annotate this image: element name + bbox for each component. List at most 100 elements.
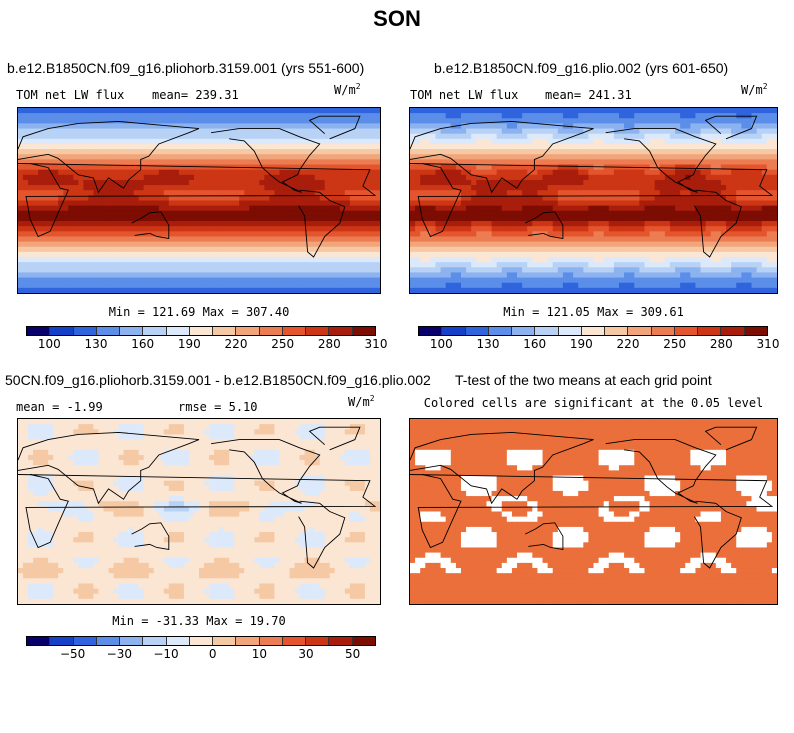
grid-cell xyxy=(43,226,49,232)
grid-cell xyxy=(568,210,574,217)
grid-cell xyxy=(314,190,321,196)
grid-cell xyxy=(108,159,115,166)
grid-cell xyxy=(736,226,742,232)
grid-cell xyxy=(649,195,656,202)
grid-cell xyxy=(669,108,676,114)
grid-cell xyxy=(624,215,630,222)
grid-cell xyxy=(229,190,235,196)
grid-cell xyxy=(522,154,528,160)
grid-cell xyxy=(199,236,205,243)
grid-cell xyxy=(583,185,590,191)
grid-cell xyxy=(471,164,477,171)
grid-cell xyxy=(445,205,452,212)
grid-cell xyxy=(58,174,64,181)
grid-cell xyxy=(624,241,630,248)
grid-cell xyxy=(214,179,220,186)
grid-cell xyxy=(613,143,620,150)
grid-cell xyxy=(537,128,544,135)
grid-cell xyxy=(178,164,185,171)
grid-cell xyxy=(486,257,493,263)
grid-cell xyxy=(33,149,39,155)
grid-cell xyxy=(669,272,676,279)
grid-cell xyxy=(761,159,768,166)
grid-cell xyxy=(168,287,175,294)
grid-cell xyxy=(214,282,220,289)
grid-cell xyxy=(435,138,442,145)
grid-cell xyxy=(329,108,336,114)
grid-cell xyxy=(93,185,100,191)
grid-cell xyxy=(761,108,768,114)
grid-cell xyxy=(486,133,493,140)
grid-cell xyxy=(659,221,666,227)
grid-cell xyxy=(88,185,95,191)
grid-cell xyxy=(710,190,717,196)
grid-cell xyxy=(148,246,155,253)
grid-cell xyxy=(664,205,671,212)
grid-cell xyxy=(123,205,130,212)
grid-cell xyxy=(613,123,620,130)
grid-cell xyxy=(517,231,523,238)
grid-cell xyxy=(720,205,727,212)
grid-cell xyxy=(309,190,316,196)
grid-cell xyxy=(138,210,145,217)
grid-cell xyxy=(244,128,250,135)
grid-cell xyxy=(163,210,170,217)
grid-cell xyxy=(188,257,195,263)
grid-cell xyxy=(168,246,175,253)
grid-cell xyxy=(178,257,185,263)
grid-cell xyxy=(557,251,564,258)
grid-cell xyxy=(113,205,120,212)
grid-cell xyxy=(542,123,549,130)
grid-cell xyxy=(369,236,376,243)
grid-cell xyxy=(359,154,366,160)
grid-cell xyxy=(410,143,416,150)
grid-cell xyxy=(193,277,200,284)
grid-cell xyxy=(741,262,748,268)
grid-cell xyxy=(756,154,763,160)
grid-cell xyxy=(43,174,49,181)
grid-cell xyxy=(78,108,84,114)
grid-cell xyxy=(53,108,59,114)
grid-cell xyxy=(410,169,416,176)
grid-cell xyxy=(720,118,727,125)
grid-cell xyxy=(324,149,331,155)
grid-cell xyxy=(349,200,356,207)
grid-cell xyxy=(234,257,240,263)
grid-cell xyxy=(339,138,346,145)
grid-cell xyxy=(63,143,69,150)
grid-cell xyxy=(344,251,351,258)
grid-cell xyxy=(249,185,255,191)
grid-cell xyxy=(573,169,579,176)
grid-cell xyxy=(690,246,697,253)
grid-cell xyxy=(23,174,29,181)
grid-cell xyxy=(771,174,778,181)
grid-cell xyxy=(542,143,549,150)
grid-cell xyxy=(460,138,467,145)
grid-cell xyxy=(209,169,215,176)
grid-cell xyxy=(664,113,671,119)
grid-cell xyxy=(511,154,518,160)
grid-cell xyxy=(537,185,544,191)
grid-cell xyxy=(219,241,225,248)
grid-cell xyxy=(274,215,281,222)
grid-cell xyxy=(568,118,574,125)
grid-cell xyxy=(43,154,49,160)
grid-cell xyxy=(239,138,245,145)
grid-cell xyxy=(183,221,190,227)
grid-cell xyxy=(239,236,245,243)
grid-cell xyxy=(68,241,74,248)
grid-cell xyxy=(148,200,155,207)
grid-cell xyxy=(209,164,215,171)
grid-cell xyxy=(491,246,498,253)
grid-cell xyxy=(430,205,437,212)
grid-cell xyxy=(108,215,115,222)
grid-cell xyxy=(552,185,559,191)
grid-cell xyxy=(349,108,356,114)
grid-cell xyxy=(259,149,265,155)
grid-cell xyxy=(608,272,615,279)
grid-cell xyxy=(103,149,110,155)
grid-cell xyxy=(593,257,600,263)
grid-cell xyxy=(476,241,482,248)
grid-cell xyxy=(349,195,356,202)
grid-cell xyxy=(425,185,431,191)
